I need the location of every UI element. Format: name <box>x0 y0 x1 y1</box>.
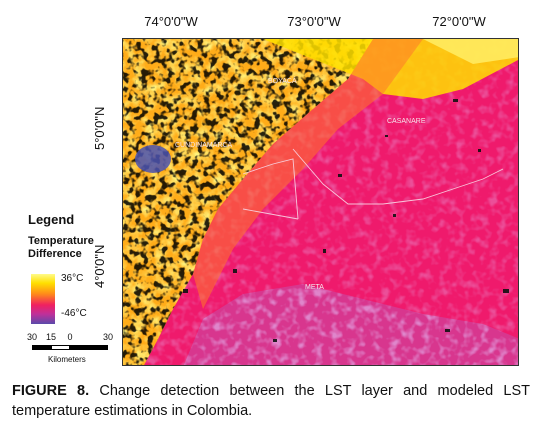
legend-max-label: 36°C <box>61 273 84 284</box>
scale-tick-30-right: 30 <box>102 332 114 342</box>
department-boundaries <box>242 148 504 220</box>
scale-segment-2 <box>51 345 70 350</box>
latitude-tick-5n: 5°0'0"N <box>92 106 107 150</box>
longitude-tick-72w: 72°0'0"W <box>432 14 486 29</box>
figure-label: FIGURE 8. <box>12 383 90 399</box>
longitude-tick-74w: 74°0'0"W <box>144 14 198 29</box>
scale-tick-0: 0 <box>67 332 73 342</box>
temperature-difference-map: BOYACÁ CUNDINAMARCA CASANARE META <box>122 38 519 366</box>
label-casanare: CASANARE <box>387 118 426 125</box>
legend-min-label: -46°C <box>61 308 87 319</box>
label-cundinamarca: CUNDINAMARCA <box>175 142 233 149</box>
legend-subtitle-temperature: Temperature <box>28 235 94 247</box>
scale-units: Kilometers <box>48 355 86 364</box>
scale-tick-30-left: 30 <box>26 332 38 342</box>
scale-segment-3 <box>70 345 108 350</box>
label-meta: META <box>305 284 324 291</box>
caption-text: Change detection between the LST layer a… <box>12 383 530 419</box>
figure-caption: FIGURE 8. Change detection between the L… <box>12 381 530 421</box>
legend-subtitle-difference: Difference <box>28 248 82 260</box>
scale-segment-1 <box>32 345 51 350</box>
legend-title: Legend <box>28 212 75 227</box>
scale-tick-15: 15 <box>45 332 57 342</box>
legend-color-ramp <box>31 274 55 324</box>
legend: Legend Temperature Difference 36°C -46°C <box>28 212 123 324</box>
label-boyaca: BOYACÁ <box>268 76 297 85</box>
map-raster: BOYACÁ CUNDINAMARCA CASANARE META <box>123 39 518 365</box>
longitude-tick-73w: 73°0'0"W <box>287 14 341 29</box>
